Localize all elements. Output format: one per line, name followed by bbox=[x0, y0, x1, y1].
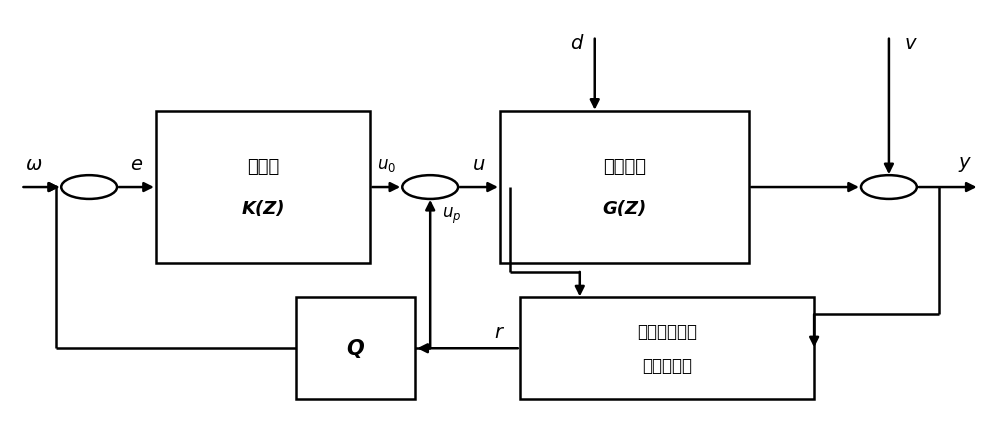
Text: $r$: $r$ bbox=[494, 322, 506, 341]
Text: $d$: $d$ bbox=[570, 34, 584, 53]
Circle shape bbox=[61, 176, 117, 199]
Text: $e$: $e$ bbox=[130, 155, 143, 174]
Text: K(Z): K(Z) bbox=[241, 200, 285, 218]
Text: $\omega$: $\omega$ bbox=[25, 155, 42, 174]
Bar bbox=[296, 298, 415, 399]
Bar bbox=[156, 112, 370, 264]
Bar bbox=[520, 298, 814, 399]
Text: $u_p$: $u_p$ bbox=[442, 205, 462, 225]
Text: 控制对象: 控制对象 bbox=[603, 158, 646, 176]
Text: $v$: $v$ bbox=[904, 34, 918, 53]
Text: $u_0$: $u_0$ bbox=[377, 155, 396, 173]
Text: 控制器: 控制器 bbox=[247, 158, 279, 176]
Text: $y$: $y$ bbox=[958, 155, 972, 174]
Text: G(Z): G(Z) bbox=[603, 200, 647, 218]
Circle shape bbox=[402, 176, 458, 199]
Text: 基于观测器的: 基于观测器的 bbox=[637, 322, 697, 340]
Bar bbox=[500, 112, 749, 264]
Text: $u$: $u$ bbox=[472, 155, 486, 174]
Text: Q: Q bbox=[347, 338, 364, 358]
Text: 残差生成器: 残差生成器 bbox=[642, 357, 692, 374]
Circle shape bbox=[861, 176, 917, 199]
